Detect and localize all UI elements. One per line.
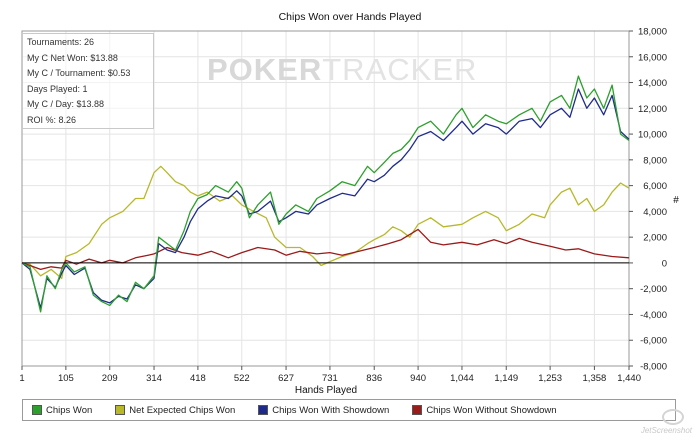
stat-roi: ROI %: 8.26 [27,114,77,125]
x-tick-label: 105 [58,373,74,384]
y-tick-label: 18,000 [638,27,667,38]
series-line-chips-won [21,75,630,313]
legend-item-chips-won[interactable]: Chips Won [32,405,92,416]
y-tick-label: 8,000 [643,155,667,166]
legend-swatch-with-showdown [258,405,269,415]
stat-per-day: My C / Day: $13.88 [27,99,105,109]
x-tick-label: 940 [410,373,426,384]
x-tick-label: 1 [19,373,24,384]
legend: Chips Won Net Expected Chips Won Chips W… [22,399,676,421]
stat-per-tournament: My C / Tournament: $0.53 [27,68,131,78]
x-axis-label: Hands Played [295,385,357,396]
x-tick-label: 1,440 [617,373,641,384]
y-axis-ticks: -8,000 -6,000 -4,000 -2,000 0 2,000 4,000 6,000… [629,27,667,373]
series-line-chips-won-with-showdown [21,88,630,309]
x-tick-label: 836 [366,373,382,384]
legend-label: Chips Won [46,404,93,416]
legend-item-net-expected[interactable]: Net Expected Chips Won [115,405,235,416]
y-axis-label: # [673,195,679,206]
x-tick-label: 1,149 [494,373,518,384]
x-axis-ticks: 1 105 209 314 418 522 627 731 836 940 1,044 1,149 1,… [19,366,641,384]
y-tick-label: 2,000 [643,233,667,244]
stat-net-won: My C Net Won: $13.88 [27,52,118,63]
x-tick-label: 522 [234,373,250,384]
y-tick-label: 12,000 [638,104,667,115]
legend-swatch-chips-won [32,405,42,415]
y-tick-label: -2,000 [640,284,667,295]
pokertracker-watermark: POKERTRACKER [207,52,478,87]
legend-label: Chips Won Without Showdown [426,404,557,416]
x-tick-label: 1,253 [538,373,562,384]
x-tick-label: 731 [322,373,338,384]
y-tick-label: 6,000 [643,181,667,192]
legend-swatch-net-expected [115,405,126,415]
plot-frame [21,30,630,367]
x-tick-label: 627 [278,373,294,384]
series-line-chips-won-without-showdown [21,228,630,271]
y-tick-label: -8,000 [640,362,667,373]
series-layer [21,75,630,313]
y-tick-label: 16,000 [638,52,667,63]
legend-label: Chips Won With Showdown [272,404,390,416]
x-tick-label: 314 [146,373,162,384]
y-tick-label: 4,000 [643,207,667,218]
screenshot-logo: JetScreenshot [640,426,692,435]
x-tick-label: 1,358 [583,373,607,384]
y-tick-label: -4,000 [640,310,667,321]
chart-title: Chips Won over Hands Played [279,11,422,23]
y-tick-label: 14,000 [638,78,667,89]
legend-item-with-showdown[interactable]: Chips Won With Showdown [258,405,389,416]
y-tick-label: 10,000 [638,130,667,141]
camera-eye-icon [662,409,684,425]
legend-swatch-without-showdown [412,405,423,415]
stat-days-played: Days Played: 1 [27,83,88,94]
series-line-net-expected-chips-won [21,165,630,280]
x-tick-label: 209 [102,373,118,384]
legend-item-without-showdown[interactable]: Chips Won Without Showdown [412,404,557,416]
x-tick-label: 418 [190,373,206,384]
y-tick-label: 0 [662,258,667,269]
stats-box: Tournaments: 26 My C Net Won: $13.88 My … [22,33,154,129]
legend-label: Net Expected Chips Won [129,404,236,416]
x-tick-label: 1,044 [450,373,474,384]
stat-tournaments: Tournaments: 26 [27,37,95,47]
y-tick-label: -6,000 [640,336,667,347]
